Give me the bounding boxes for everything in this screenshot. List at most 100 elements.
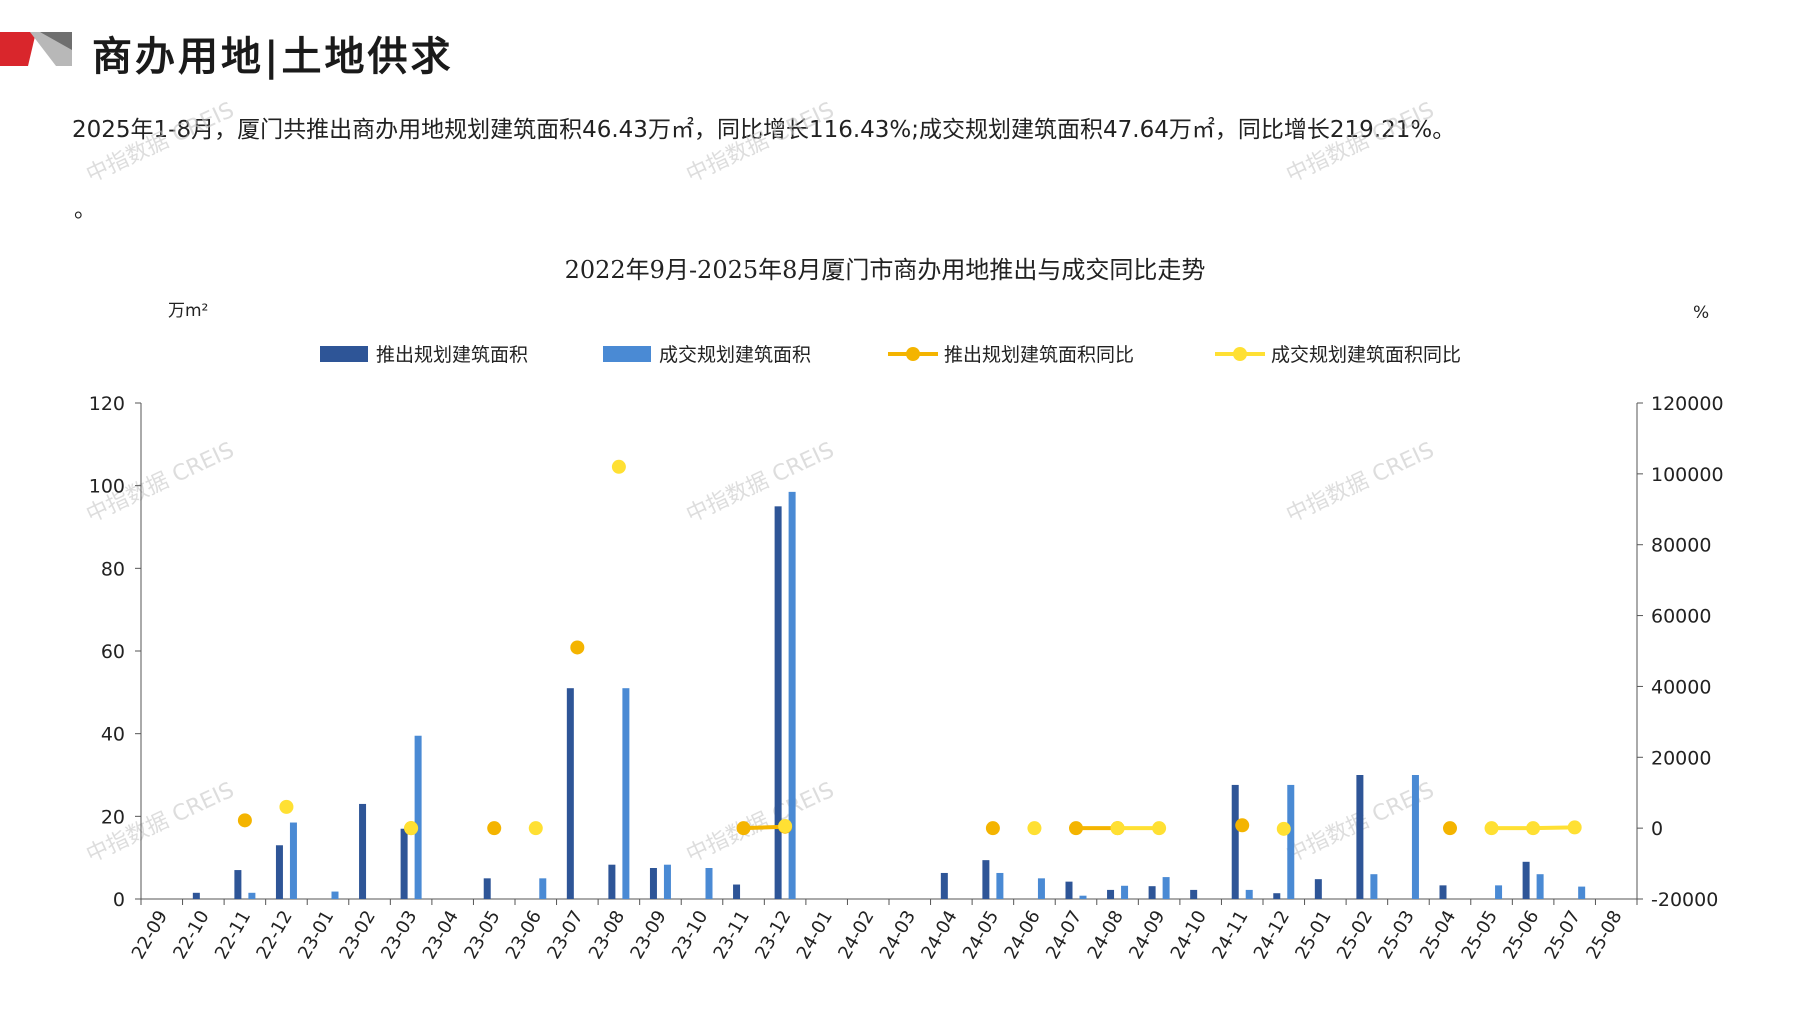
x-tick-label: 23-02 xyxy=(336,907,380,963)
summary-text: 2025年1-8月，厦门共推出商办用地规划建筑面积46.43万㎡，同比增长116… xyxy=(72,117,1456,143)
line-point xyxy=(404,821,419,836)
bar xyxy=(705,868,713,899)
x-tick-label: 25-02 xyxy=(1333,907,1377,963)
line-point xyxy=(1069,821,1083,836)
page-title: 商办用地|土地供求 xyxy=(92,33,454,80)
y-tick-label-right: 40000 xyxy=(1651,676,1711,698)
bar xyxy=(1037,878,1045,899)
bar xyxy=(483,878,491,899)
axes: 0 20 40 60 80 100 120 -20000 0 20000 40000 60000 800… xyxy=(89,393,1724,963)
bar xyxy=(539,878,547,899)
y-tick-label-left: 20 xyxy=(101,806,125,828)
line-point xyxy=(528,821,543,836)
x-tick-label: 24-01 xyxy=(793,907,837,963)
bar xyxy=(1148,886,1156,899)
bar xyxy=(192,892,200,899)
y-tick-label-right: 0 xyxy=(1651,818,1663,840)
bar xyxy=(1439,885,1447,899)
summary-bullet: 。 xyxy=(74,198,97,223)
x-tick-label: 25-07 xyxy=(1541,907,1585,963)
bar xyxy=(996,872,1004,899)
y-tick-label-left: 60 xyxy=(101,641,125,663)
legend-label: 成交规划建筑面积 xyxy=(659,344,811,366)
x-tick-label: 23-01 xyxy=(294,907,338,963)
bar xyxy=(331,891,339,899)
line-point xyxy=(611,459,626,474)
bar xyxy=(1273,893,1281,899)
bar xyxy=(1370,874,1378,899)
line-point xyxy=(279,799,294,814)
bar xyxy=(1107,889,1115,899)
x-tick-label: 24-04 xyxy=(917,907,961,963)
legend-marker xyxy=(1233,347,1247,361)
bar xyxy=(788,491,796,899)
legend: 推出规划建筑面积 成交规划建筑面积 推出规划建筑面积同比 成交规划建筑面积同比 xyxy=(320,344,1461,366)
brand-logo-icon xyxy=(0,32,72,66)
line-point xyxy=(1235,818,1250,833)
y-tick-label-right: 100000 xyxy=(1651,464,1724,486)
line-point xyxy=(778,819,793,834)
line-point xyxy=(1027,821,1042,836)
line-point xyxy=(237,813,252,828)
legend-label: 推出规划建筑面积 xyxy=(376,344,528,366)
lines xyxy=(237,459,1582,836)
x-tick-label: 25-01 xyxy=(1291,907,1335,963)
bar xyxy=(1065,881,1073,899)
line-point xyxy=(1443,821,1457,836)
x-tick-label: 24-12 xyxy=(1250,907,1294,963)
line-point xyxy=(736,821,751,836)
y-tick-label-right: 120000 xyxy=(1651,393,1724,415)
bar xyxy=(1411,775,1419,899)
line-point xyxy=(1484,821,1499,836)
bar xyxy=(1314,879,1322,899)
bar xyxy=(414,735,422,899)
x-tick-label: 23-09 xyxy=(626,907,670,963)
x-tick-label: 22-09 xyxy=(128,907,172,963)
x-tick-label: 25-05 xyxy=(1458,907,1502,963)
x-tick-label: 24-06 xyxy=(1000,907,1044,963)
bar xyxy=(234,870,242,899)
bar xyxy=(1522,861,1530,899)
x-tick-label: 23-07 xyxy=(543,907,587,963)
x-tick-label: 25-06 xyxy=(1499,907,1543,963)
y-tick-label-left: 40 xyxy=(101,724,125,746)
x-tick-label: 22-12 xyxy=(252,907,296,963)
x-tick-label: 24-05 xyxy=(959,907,1003,963)
x-tick-label: 25-03 xyxy=(1374,907,1418,963)
x-tick-label: 24-07 xyxy=(1042,907,1086,963)
bar xyxy=(566,688,574,899)
x-tick-label: 22-10 xyxy=(169,907,213,963)
bar xyxy=(1536,874,1544,899)
bar xyxy=(289,822,297,899)
bar xyxy=(774,506,782,899)
bar xyxy=(1162,877,1170,899)
bar xyxy=(733,884,741,899)
x-tick-label: 24-09 xyxy=(1125,907,1169,963)
bar xyxy=(940,872,948,899)
bar xyxy=(1495,885,1503,899)
x-tick-label: 24-03 xyxy=(876,907,920,963)
bar xyxy=(400,828,408,899)
x-tick-label: 23-12 xyxy=(751,907,795,963)
legend-marker xyxy=(906,347,920,361)
bar xyxy=(275,845,283,899)
x-tick-label: 24-11 xyxy=(1208,907,1252,963)
bar xyxy=(663,864,671,899)
line-point xyxy=(570,640,585,655)
line-point xyxy=(1276,821,1291,836)
line-point xyxy=(1110,821,1125,836)
y-tick-label-right: 80000 xyxy=(1651,535,1711,557)
legend-swatch xyxy=(320,346,368,362)
legend-label: 成交规划建筑面积同比 xyxy=(1271,344,1461,366)
line-point xyxy=(1567,820,1582,835)
x-tick-label: 24-10 xyxy=(1167,907,1211,963)
y-tick-label-left: 80 xyxy=(101,558,125,580)
legend-label: 推出规划建筑面积同比 xyxy=(944,344,1134,366)
x-tick-label: 23-10 xyxy=(668,907,712,963)
x-tick-label: 23-08 xyxy=(585,907,629,963)
y-axis-right-unit: % xyxy=(1693,303,1709,323)
bar xyxy=(1287,784,1295,899)
line-point xyxy=(985,821,1000,836)
bar xyxy=(248,892,256,899)
